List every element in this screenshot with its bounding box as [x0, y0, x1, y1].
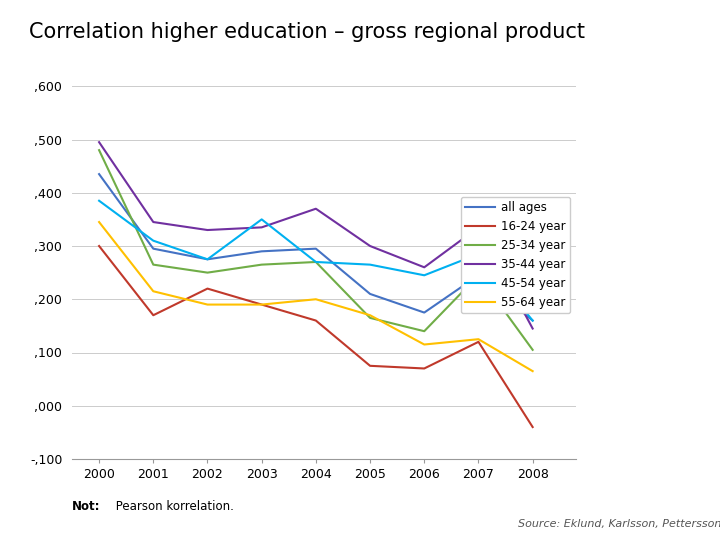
Line: 25-34 year: 25-34 year — [99, 150, 533, 350]
35-44 year — [257, 224, 266, 231]
all ages — [528, 318, 537, 324]
55-64 year — [528, 368, 537, 374]
25-34 year — [203, 269, 212, 276]
55-64 year — [312, 296, 320, 302]
55-64 year — [95, 219, 104, 225]
35-44 year — [474, 224, 483, 231]
55-64 year — [474, 336, 483, 342]
Text: Correlation higher education – gross regional product: Correlation higher education – gross reg… — [29, 22, 585, 42]
45-54 year — [312, 259, 320, 265]
25-34 year — [528, 347, 537, 353]
35-44 year — [95, 139, 104, 145]
35-44 year — [420, 264, 428, 271]
55-64 year — [203, 301, 212, 308]
35-44 year — [366, 243, 374, 249]
25-34 year — [312, 259, 320, 265]
16-24 year — [149, 312, 158, 319]
16-24 year — [95, 243, 104, 249]
25-34 year — [149, 261, 158, 268]
16-24 year — [366, 362, 374, 369]
25-34 year — [420, 328, 428, 334]
Line: 45-54 year: 45-54 year — [99, 201, 533, 321]
Text: Pearson korrelation.: Pearson korrelation. — [112, 500, 233, 512]
45-54 year — [366, 261, 374, 268]
55-64 year — [257, 301, 266, 308]
45-54 year — [528, 318, 537, 324]
16-24 year — [203, 285, 212, 292]
45-54 year — [474, 251, 483, 257]
16-24 year — [528, 424, 537, 430]
Text: Not:: Not: — [72, 500, 101, 512]
Line: 16-24 year: 16-24 year — [99, 246, 533, 427]
25-34 year — [257, 261, 266, 268]
45-54 year — [149, 238, 158, 244]
Legend: all ages, 16-24 year, 25-34 year, 35-44 year, 45-54 year, 55-64 year: all ages, 16-24 year, 25-34 year, 35-44 … — [461, 197, 570, 314]
all ages — [203, 256, 212, 262]
all ages — [95, 171, 104, 177]
all ages — [312, 245, 320, 252]
all ages — [366, 291, 374, 297]
55-64 year — [149, 288, 158, 294]
all ages — [149, 245, 158, 252]
Text: Source: Eklund, Karlsson, Pettersson  2013: Source: Eklund, Karlsson, Pettersson 201… — [518, 519, 720, 529]
35-44 year — [528, 325, 537, 332]
25-34 year — [95, 147, 104, 153]
25-34 year — [366, 315, 374, 321]
25-34 year — [474, 272, 483, 279]
all ages — [474, 272, 483, 279]
16-24 year — [474, 339, 483, 345]
16-24 year — [312, 318, 320, 324]
45-54 year — [257, 216, 266, 222]
35-44 year — [312, 206, 320, 212]
35-44 year — [203, 227, 212, 233]
Line: all ages: all ages — [99, 174, 533, 321]
all ages — [420, 309, 428, 316]
55-64 year — [420, 341, 428, 348]
16-24 year — [420, 365, 428, 372]
all ages — [257, 248, 266, 254]
Line: 55-64 year: 55-64 year — [99, 222, 533, 371]
55-64 year — [366, 312, 374, 319]
45-54 year — [203, 256, 212, 262]
Line: 35-44 year: 35-44 year — [99, 142, 533, 328]
35-44 year — [149, 219, 158, 225]
16-24 year — [257, 301, 266, 308]
45-54 year — [95, 198, 104, 204]
45-54 year — [420, 272, 428, 279]
